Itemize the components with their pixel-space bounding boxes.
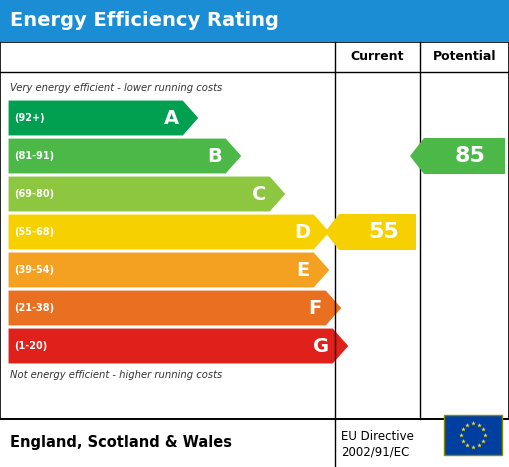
Text: (1-20): (1-20) — [14, 341, 47, 351]
Text: 2002/91/EC: 2002/91/EC — [341, 446, 409, 459]
Text: (39-54): (39-54) — [14, 265, 54, 275]
Polygon shape — [8, 214, 330, 250]
Text: C: C — [251, 184, 266, 204]
Bar — [444, 415, 502, 455]
Polygon shape — [8, 100, 199, 136]
Text: D: D — [294, 222, 310, 241]
Text: Energy Efficiency Rating: Energy Efficiency Rating — [10, 12, 279, 30]
Text: Not energy efficient - higher running costs: Not energy efficient - higher running co… — [10, 370, 222, 380]
Polygon shape — [8, 328, 349, 364]
Text: (92+): (92+) — [14, 113, 45, 123]
Text: E: E — [297, 261, 310, 280]
Polygon shape — [8, 176, 286, 212]
Polygon shape — [8, 252, 330, 288]
Text: B: B — [207, 147, 222, 165]
Text: G: G — [313, 337, 329, 355]
Bar — [0, 0, 509, 42]
Polygon shape — [8, 138, 242, 174]
Text: 55: 55 — [368, 222, 399, 242]
Polygon shape — [325, 214, 416, 250]
Text: (55-68): (55-68) — [14, 227, 54, 237]
Text: Potential: Potential — [433, 50, 496, 64]
Polygon shape — [8, 290, 342, 326]
Polygon shape — [410, 138, 505, 174]
Text: (21-38): (21-38) — [14, 303, 54, 313]
Text: Very energy efficient - lower running costs: Very energy efficient - lower running co… — [10, 83, 222, 93]
Text: EU Directive: EU Directive — [341, 430, 414, 443]
Text: (69-80): (69-80) — [14, 189, 54, 199]
Text: Current: Current — [351, 50, 404, 64]
Bar — [0, 42, 509, 419]
Text: A: A — [164, 108, 179, 127]
Text: 85: 85 — [455, 146, 486, 166]
Text: (81-91): (81-91) — [14, 151, 54, 161]
Text: F: F — [309, 298, 322, 318]
Text: England, Scotland & Wales: England, Scotland & Wales — [10, 436, 232, 451]
